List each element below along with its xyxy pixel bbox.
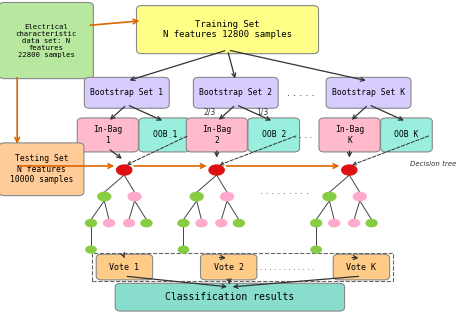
- Text: In-Bag
2: In-Bag 2: [202, 125, 231, 145]
- FancyBboxPatch shape: [0, 143, 84, 196]
- Text: . . . . .: . . . . .: [287, 88, 315, 98]
- Circle shape: [310, 219, 322, 227]
- Text: . . . . . . . . .: . . . . . . . . .: [260, 188, 309, 196]
- Text: Classification results: Classification results: [165, 292, 294, 302]
- Circle shape: [178, 219, 189, 227]
- Text: Vote 1: Vote 1: [109, 263, 139, 271]
- Text: Bootstrap Set 2: Bootstrap Set 2: [199, 88, 273, 97]
- FancyBboxPatch shape: [115, 283, 345, 311]
- Text: Electrical
characteristic
data set: N
features
22800 samples: Electrical characteristic data set: N fe…: [16, 24, 77, 57]
- Text: In-Bag
1: In-Bag 1: [93, 125, 122, 145]
- Circle shape: [141, 219, 152, 227]
- FancyBboxPatch shape: [381, 118, 432, 152]
- Text: . . . . . . . . . . . . .: . . . . . . . . . . . . .: [255, 263, 314, 271]
- Circle shape: [216, 219, 227, 227]
- Text: OOB K: OOB K: [394, 130, 419, 139]
- Circle shape: [323, 192, 336, 201]
- FancyBboxPatch shape: [139, 118, 191, 152]
- Text: OOB 1: OOB 1: [153, 130, 177, 139]
- Text: In-Bag
K: In-Bag K: [335, 125, 364, 145]
- Text: Vote K: Vote K: [346, 263, 376, 271]
- FancyBboxPatch shape: [77, 118, 138, 152]
- Circle shape: [233, 219, 245, 227]
- FancyBboxPatch shape: [193, 77, 278, 108]
- FancyBboxPatch shape: [186, 118, 247, 152]
- FancyBboxPatch shape: [84, 77, 169, 108]
- Circle shape: [178, 246, 189, 253]
- Text: Decision tree: Decision tree: [410, 161, 456, 167]
- Circle shape: [128, 192, 141, 201]
- Text: Testing Set
N features
10000 samples: Testing Set N features 10000 samples: [10, 154, 73, 184]
- Circle shape: [348, 219, 360, 227]
- Text: Bootstrap Set 1: Bootstrap Set 1: [90, 88, 164, 97]
- Circle shape: [86, 246, 96, 253]
- Circle shape: [220, 192, 234, 201]
- Circle shape: [196, 219, 207, 227]
- Circle shape: [353, 192, 366, 201]
- Circle shape: [98, 192, 111, 201]
- Circle shape: [328, 219, 340, 227]
- Text: Vote 2: Vote 2: [214, 263, 244, 271]
- FancyBboxPatch shape: [326, 77, 411, 108]
- FancyBboxPatch shape: [0, 2, 93, 79]
- Text: 2/3: 2/3: [204, 108, 216, 117]
- Text: 1/3: 1/3: [256, 108, 268, 117]
- Text: . . . .: . . . .: [169, 131, 187, 139]
- Circle shape: [190, 192, 203, 201]
- FancyBboxPatch shape: [248, 118, 300, 152]
- Circle shape: [311, 246, 321, 253]
- Circle shape: [209, 165, 224, 175]
- FancyBboxPatch shape: [137, 6, 319, 54]
- Circle shape: [85, 219, 97, 227]
- Text: . . . .: . . . .: [294, 131, 312, 139]
- Text: Training Set
N features 12800 samples: Training Set N features 12800 samples: [163, 20, 292, 39]
- FancyBboxPatch shape: [96, 254, 153, 280]
- Circle shape: [117, 165, 132, 175]
- Circle shape: [123, 219, 135, 227]
- Text: Bootstrap Set K: Bootstrap Set K: [332, 88, 405, 97]
- Circle shape: [342, 165, 357, 175]
- Circle shape: [366, 219, 377, 227]
- FancyBboxPatch shape: [333, 254, 390, 280]
- FancyBboxPatch shape: [319, 118, 380, 152]
- FancyBboxPatch shape: [201, 254, 257, 280]
- Text: OOB 2: OOB 2: [262, 130, 286, 139]
- Circle shape: [103, 219, 115, 227]
